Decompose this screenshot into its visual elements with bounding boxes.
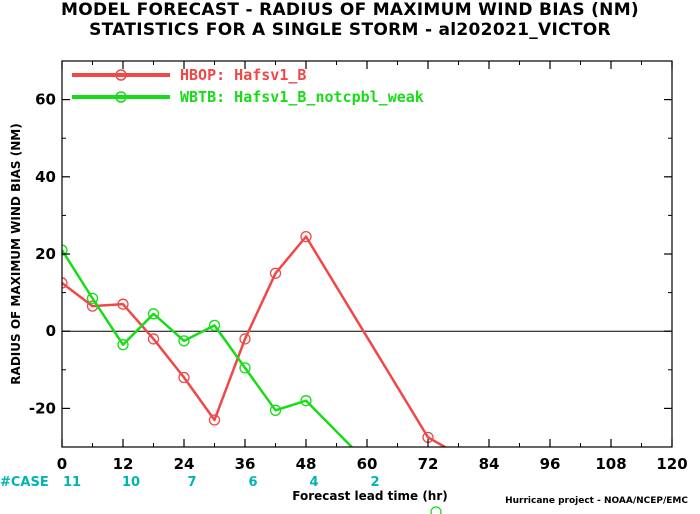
data-point (239, 362, 251, 374)
x-axis-label: Forecast lead time (hr) (292, 489, 448, 503)
series-line-1 (62, 249, 354, 447)
data-point (300, 230, 312, 243)
x-tick-label: 120 (656, 455, 687, 473)
case-count: 10 (122, 475, 140, 490)
data-point (300, 395, 312, 407)
data-point (208, 319, 221, 332)
case-count: 2 (370, 475, 379, 490)
x-tick-label: 24 (174, 455, 195, 473)
x-tick-label: 108 (595, 455, 626, 473)
data-point (269, 404, 282, 416)
data-point (147, 333, 160, 345)
legend-marker-1 (115, 91, 127, 103)
y-tick-label: 20 (35, 245, 56, 263)
case-count: 11 (63, 475, 81, 490)
x-tick-label: 84 (479, 455, 500, 473)
chart-title: MODEL FORECAST - RADIUS OF MAXIMUM WIND … (61, 0, 639, 20)
y-tick-label: 40 (35, 168, 56, 186)
data-point (178, 335, 190, 347)
x-tick-label: 60 (357, 455, 378, 473)
y-tick-label: 60 (35, 91, 56, 109)
x-tick-label: 96 (540, 455, 561, 473)
y-tick-label: -20 (29, 399, 56, 417)
x-tick-label: 48 (296, 455, 317, 473)
legend-label-0: HBOP: Hafsv1_B (180, 66, 306, 84)
case-label: #CASE (0, 475, 49, 490)
data-point (117, 298, 129, 310)
y-axis-label: RADIUS OF MAXIMUM WIND BIAS (NM) (9, 123, 23, 384)
data-point (62, 277, 68, 289)
legend: HBOP: Hafsv1_B WBTB: Hafsv1_B_notcpbl_wea… (72, 66, 424, 106)
data-point (269, 267, 282, 279)
data-point (208, 414, 221, 426)
case-count: 7 (187, 475, 196, 490)
data-point (147, 308, 160, 320)
x-tick-label: 12 (113, 455, 134, 473)
credit-text: Hurricane project - NOAA/NCEP/EMC (505, 496, 688, 506)
x-tick-label: 36 (235, 455, 256, 473)
data-point (117, 339, 129, 351)
data-point (239, 333, 251, 345)
data-point-offscale (430, 506, 442, 514)
x-tick-label: 0 (57, 455, 67, 473)
series-line-0 (62, 235, 448, 447)
case-count: 4 (309, 475, 318, 490)
chart-subtitle: STATISTICS FOR A SINGLE STORM - al202021… (89, 20, 611, 40)
legend-marker-0 (115, 69, 127, 81)
case-count: 6 (248, 475, 257, 490)
legend-label-1: WBTB: Hafsv1_B_notcpbl_weak (180, 88, 424, 106)
data-point (86, 292, 99, 305)
data-point (178, 371, 190, 384)
y-tick-label: 0 (46, 322, 56, 340)
plot-area-frame (61, 60, 673, 448)
x-tick-label: 72 (418, 455, 439, 473)
data-point (62, 244, 68, 256)
